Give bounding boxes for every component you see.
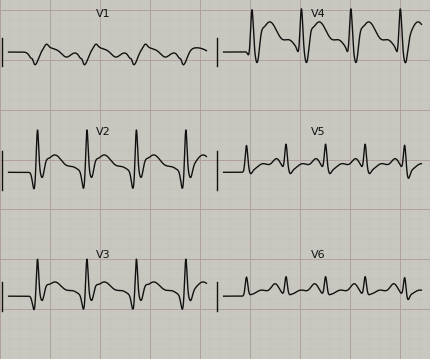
Text: V5: V5 — [311, 127, 326, 137]
Text: V2: V2 — [96, 127, 111, 137]
Text: V4: V4 — [311, 9, 326, 19]
Text: V3: V3 — [96, 250, 111, 260]
Text: V1: V1 — [96, 9, 111, 19]
Text: V6: V6 — [311, 250, 326, 260]
